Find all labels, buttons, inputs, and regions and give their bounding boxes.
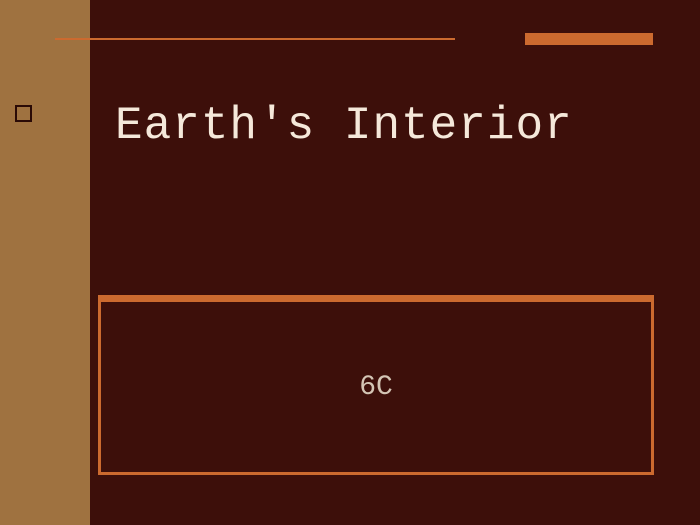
top-horizontal-line — [55, 38, 455, 40]
top-accent-bar — [525, 33, 653, 45]
slide-title: Earth's Interior — [115, 100, 573, 152]
left-accent-bar — [0, 0, 90, 525]
slide-subtitle: 6C — [359, 372, 393, 403]
bullet-marker — [15, 105, 32, 122]
subtitle-container: 6C — [98, 295, 654, 475]
